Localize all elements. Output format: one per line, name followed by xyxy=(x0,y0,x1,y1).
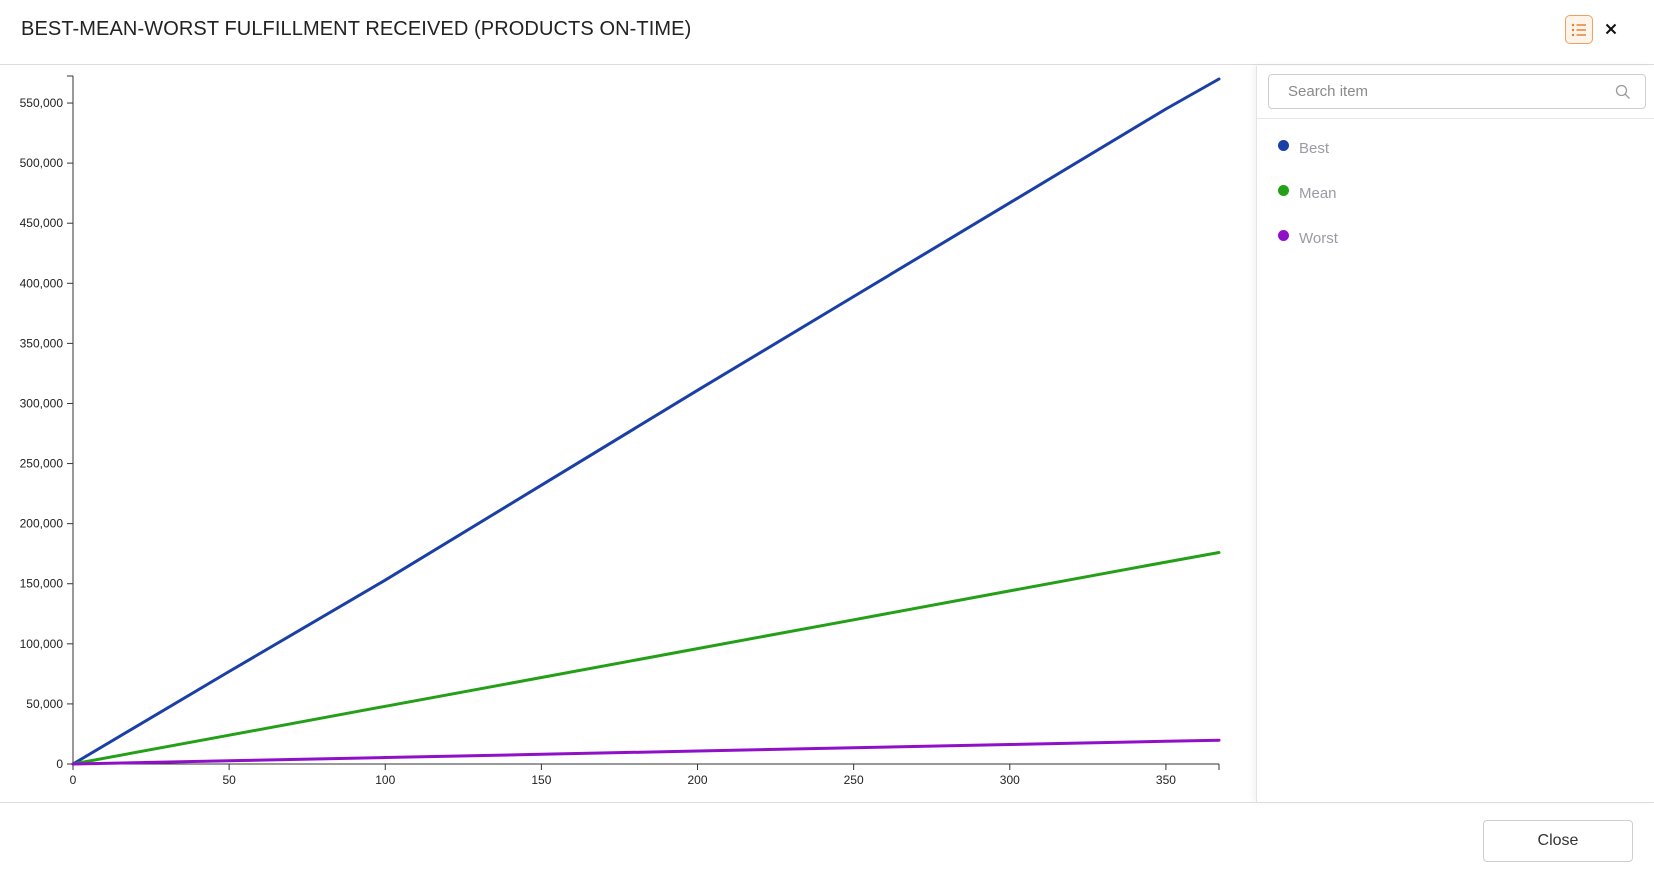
y-tick-label: 500,000 xyxy=(20,156,64,170)
legend-dot-mean xyxy=(1278,184,1289,196)
dialog-title: BEST-MEAN-WORST FULFILLMENT RECEIVED (PR… xyxy=(21,18,692,40)
chart-area: 0 50,000 100,000 150,000 200,000 250,000 300,0… xyxy=(0,66,1255,802)
close-icon-button[interactable] xyxy=(1600,17,1622,41)
x-tick-label: 100 xyxy=(375,773,395,787)
legend-dot-worst xyxy=(1278,229,1289,241)
legend-label-worst: Worst xyxy=(1299,229,1338,247)
close-button[interactable]: Close xyxy=(1483,820,1633,862)
y-tick-label: 550,000 xyxy=(20,96,64,110)
y-tick-label: 0 xyxy=(56,757,63,771)
legend-toggle-button[interactable] xyxy=(1565,15,1593,44)
series-line-worst xyxy=(71,738,1221,766)
legend-label-mean: Mean xyxy=(1299,184,1337,202)
legend-item-worst[interactable]: Worst xyxy=(1278,227,1338,249)
x-tick-label: 200 xyxy=(688,773,708,787)
y-tick-label: 450,000 xyxy=(20,216,64,230)
y-tick-label: 250,000 xyxy=(20,457,64,471)
dialog-footer: Close xyxy=(0,802,1654,874)
y-tick-label: 50,000 xyxy=(26,697,63,711)
y-tick-label: 200,000 xyxy=(20,517,64,531)
legend-dot-best xyxy=(1278,139,1289,151)
series-line-best xyxy=(71,77,1221,766)
list-icon xyxy=(1571,23,1586,36)
legend-label-best: Best xyxy=(1299,139,1330,157)
search-icon[interactable] xyxy=(1615,84,1631,100)
legend-item-best[interactable]: Best xyxy=(1278,137,1329,159)
sidebar-divider xyxy=(1257,118,1654,119)
x-tick-label: 50 xyxy=(222,773,236,787)
dialog-header: BEST-MEAN-WORST FULFILLMENT RECEIVED (PR… xyxy=(0,0,1654,65)
x-tick-label: 350 xyxy=(1156,773,1176,787)
close-icon xyxy=(1605,23,1617,35)
x-tick-label: 300 xyxy=(1000,773,1020,787)
search-box xyxy=(1268,74,1646,109)
series-line-mean xyxy=(71,551,1221,766)
legend-item-mean[interactable]: Mean xyxy=(1278,182,1337,204)
search-input[interactable] xyxy=(1279,75,1608,108)
x-tick-label: 0 xyxy=(70,773,77,787)
y-tick-label: 150,000 xyxy=(20,577,64,591)
x-tick-label: 150 xyxy=(531,773,551,787)
line-chart: 0 50,000 100,000 150,000 200,000 250,000 300,0… xyxy=(20,75,1221,787)
y-tick-label: 300,000 xyxy=(20,396,64,410)
x-tick-label: 250 xyxy=(844,773,864,787)
y-tick-label: 400,000 xyxy=(20,276,64,290)
y-tick-label: 100,000 xyxy=(20,637,64,651)
legend-sidebar: Best Mean Worst xyxy=(1256,66,1654,802)
y-tick-label: 350,000 xyxy=(20,336,64,350)
